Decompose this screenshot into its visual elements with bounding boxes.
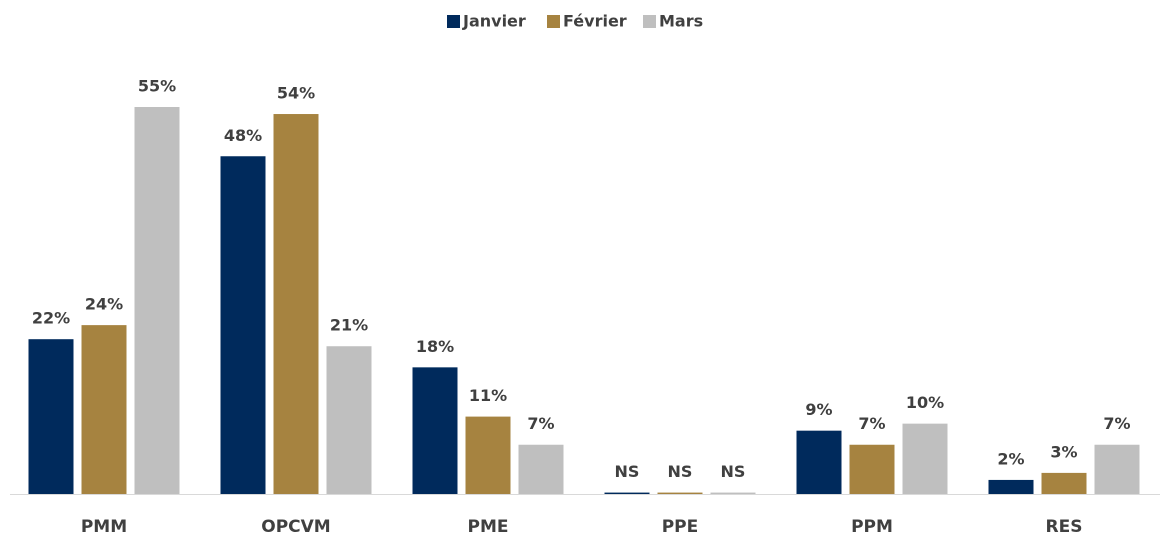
data-label: NS: [668, 462, 693, 481]
bar: [796, 430, 842, 494]
data-label: 7%: [1103, 414, 1130, 433]
legend-swatch: [447, 15, 460, 28]
bar: [604, 492, 650, 494]
bar: [326, 346, 372, 494]
x-tick-label: RES: [1046, 517, 1083, 537]
x-tick-label: PPE: [662, 517, 699, 537]
legend-label: Janvier: [462, 12, 526, 31]
data-label: 7%: [858, 414, 885, 433]
bar: [710, 492, 756, 494]
data-label: 55%: [138, 77, 176, 96]
legend-swatch: [547, 15, 560, 28]
bar: [28, 339, 74, 494]
data-label: 21%: [330, 316, 368, 335]
x-tick-label: PPM: [851, 517, 893, 537]
bar: [134, 107, 180, 494]
data-label: NS: [721, 462, 746, 481]
data-label: NS: [615, 462, 640, 481]
data-label: 9%: [805, 400, 832, 419]
bar: [1094, 444, 1140, 494]
x-tick-label: OPCVM: [261, 517, 330, 537]
data-label: 22%: [32, 309, 70, 328]
data-label: 18%: [416, 337, 454, 356]
data-label: 48%: [224, 126, 262, 145]
bar: [220, 156, 266, 494]
bar: [1041, 472, 1087, 494]
bar: [412, 367, 458, 494]
data-label: 2%: [997, 449, 1024, 468]
bar: [849, 444, 895, 494]
bar: [518, 444, 564, 494]
x-tick-label: PME: [468, 517, 509, 537]
data-label: 3%: [1050, 442, 1077, 461]
data-label: 10%: [906, 393, 944, 412]
data-label: 7%: [527, 414, 554, 433]
bar: [988, 479, 1034, 494]
legend-swatch: [643, 15, 656, 28]
bar: [657, 492, 703, 494]
data-label: 11%: [469, 386, 507, 405]
x-tick-label: PMM: [81, 517, 127, 537]
legend-label: Février: [563, 12, 627, 31]
bar: [902, 423, 948, 494]
bar: [465, 416, 511, 494]
data-label: 54%: [277, 84, 315, 103]
legend-label: Mars: [659, 12, 703, 31]
bar: [81, 325, 127, 494]
bar: [273, 114, 319, 494]
data-label: 24%: [85, 295, 123, 314]
